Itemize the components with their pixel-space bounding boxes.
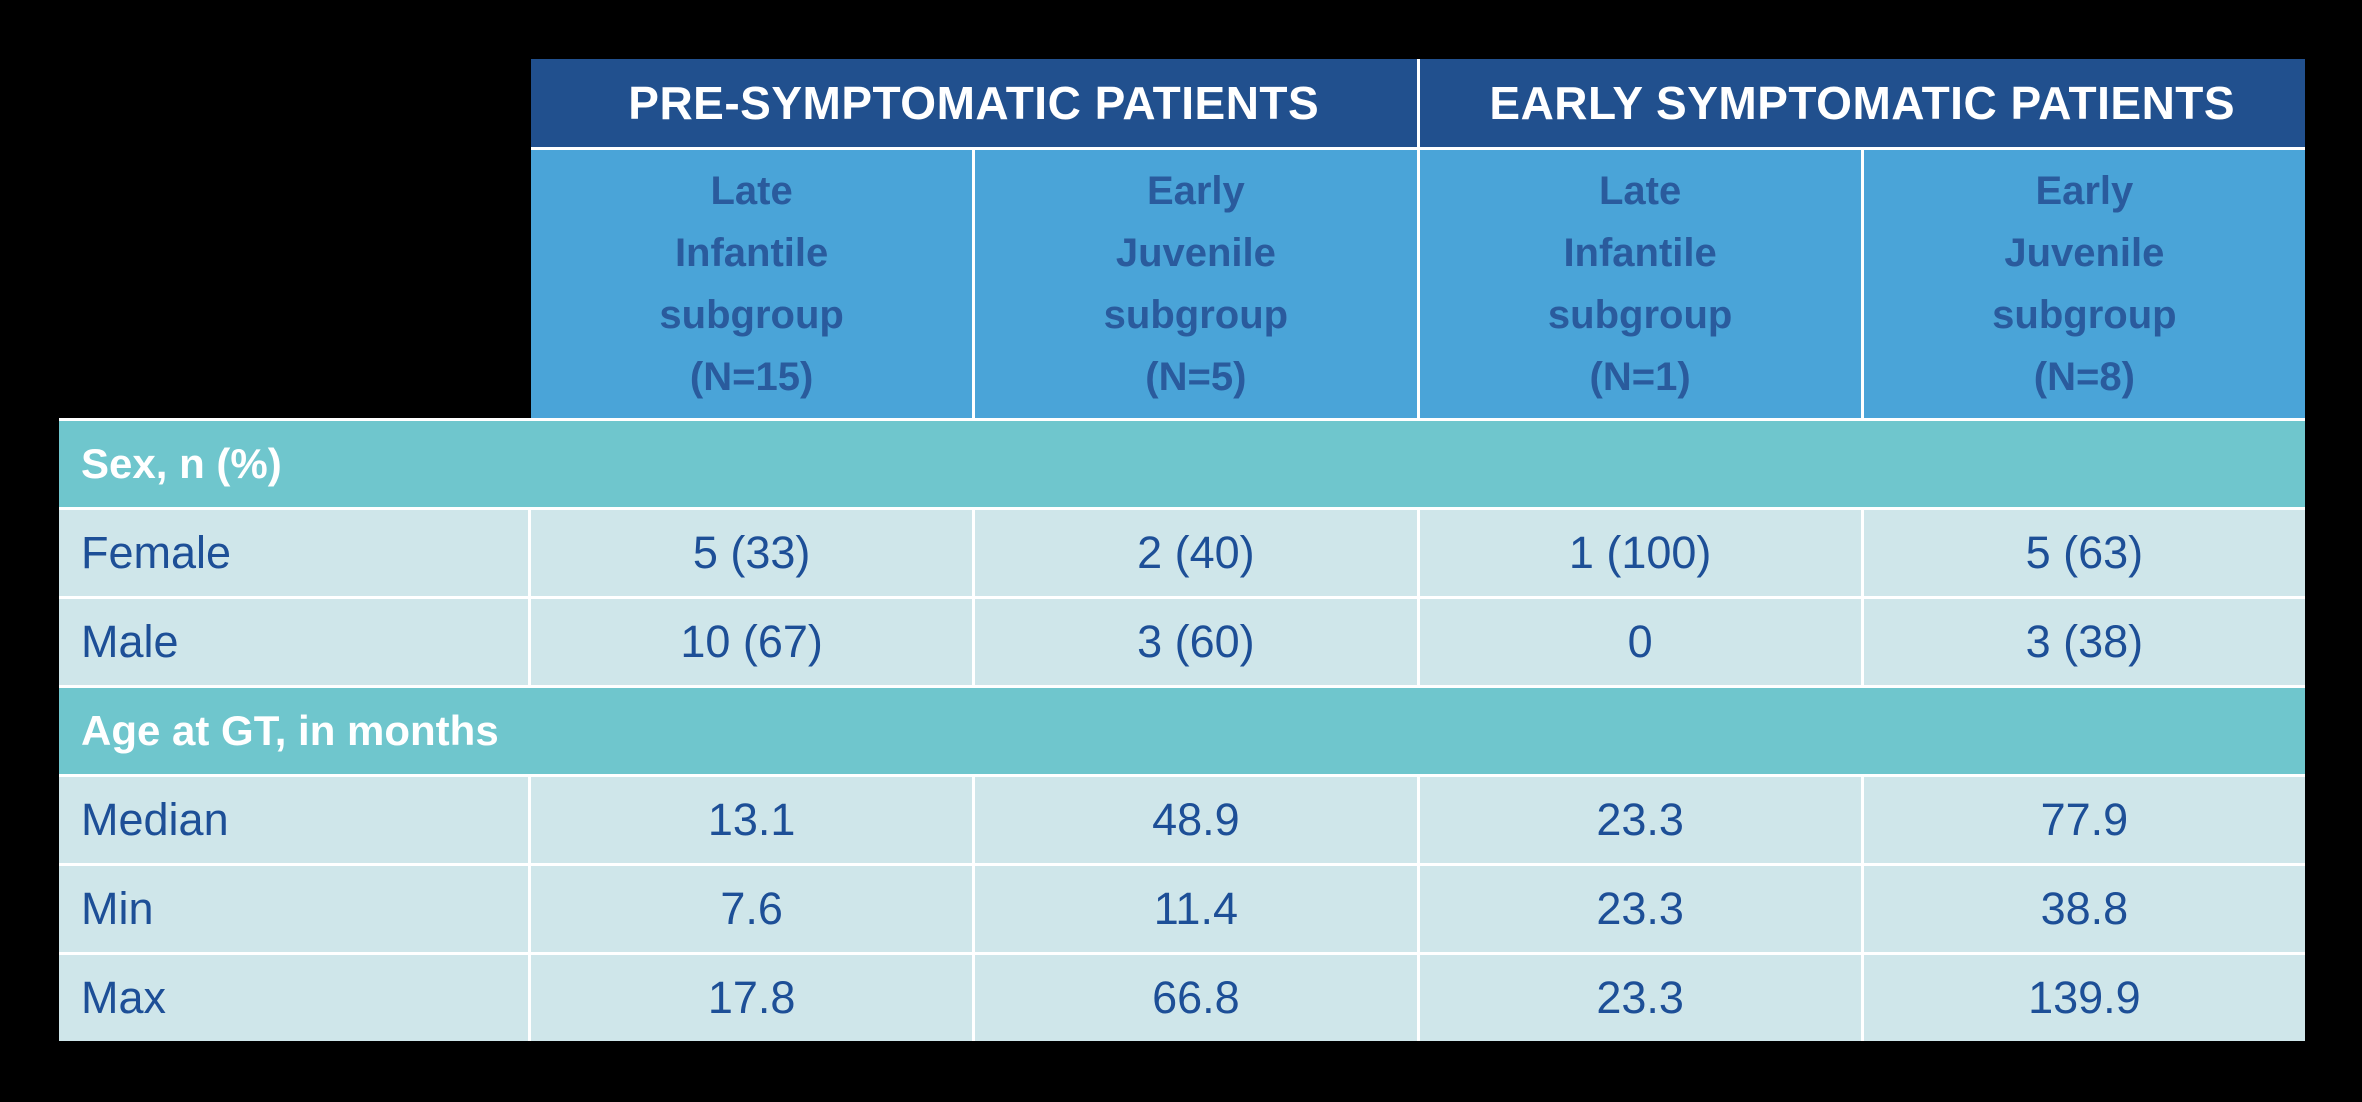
table-cell-max-col3: 23.3 [1419,955,1861,1041]
column-group-pre-symptomatic: PRE-SYMPTOMATIC PATIENTS [531,59,1417,147]
table-header: PRE-SYMPTOMATIC PATIENTS EARLY SYMPTOMAT… [531,59,2305,418]
table-cell-male-col2: 3 (60) [975,599,1417,685]
row-label-median: Median [59,777,528,863]
section-header-age-at-gt: Age at GT, in months [59,688,2305,774]
table-cell-min-col3: 23.3 [1419,866,1861,952]
table-cell-female-col2: 2 (40) [975,510,1417,596]
table-cell-min-col2: 11.4 [975,866,1417,952]
table-cell-min-col1: 7.6 [531,866,973,952]
section-header-sex: Sex, n (%) [59,421,2305,507]
table-cell-median-col4: 77.9 [1863,777,2305,863]
table-cell-female-col1: 5 (33) [531,510,973,596]
row-label-min: Min [59,866,528,952]
table-cell-male-col4: 3 (38) [1863,599,2305,685]
table-body: Sex, n (%) Female 5 (33) 2 (40) 1 (100) … [59,418,2305,1041]
column-header-early-juvenile-n5: Early Juvenile subgroup (N=5) [975,150,1417,418]
table-cell-min-col4: 38.8 [1863,866,2305,952]
table-cell-female-col3: 1 (100) [1419,510,1861,596]
row-label-female: Female [59,510,528,596]
column-header-late-infantile-n15: Late Infantile subgroup (N=15) [531,150,973,418]
table-cell-max-col2: 66.8 [975,955,1417,1041]
table-cell-median-col1: 13.1 [531,777,973,863]
table-cell-female-col4: 5 (63) [1863,510,2305,596]
table-cell-male-col3: 0 [1419,599,1861,685]
table-cell-max-col4: 139.9 [1863,955,2305,1041]
column-group-early-symptomatic: EARLY SYMPTOMATIC PATIENTS [1419,59,2305,147]
column-header-late-infantile-n1: Late Infantile subgroup (N=1) [1419,150,1861,418]
table-cell-median-col2: 48.9 [975,777,1417,863]
row-label-male: Male [59,599,528,685]
table-cell-median-col3: 23.3 [1419,777,1861,863]
table-cell-male-col1: 10 (67) [531,599,973,685]
column-header-early-juvenile-n8: Early Juvenile subgroup (N=8) [1863,150,2305,418]
row-label-max: Max [59,955,528,1041]
table-cell-max-col1: 17.8 [531,955,973,1041]
